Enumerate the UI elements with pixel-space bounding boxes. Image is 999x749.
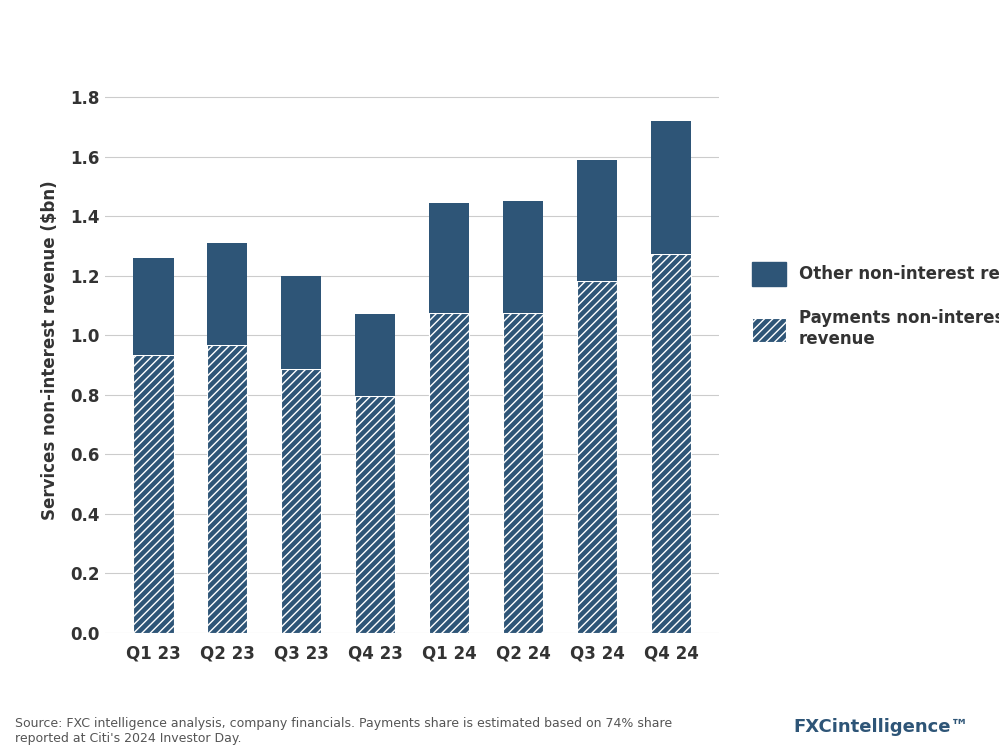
- Bar: [207, 345, 248, 633]
- Bar: [429, 203, 470, 313]
- Bar: [650, 121, 691, 254]
- Bar: [355, 315, 396, 396]
- Bar: [502, 313, 543, 633]
- Text: Citi Payments revenue, assuming 74% NIR share remains: Citi Payments revenue, assuming 74% NIR …: [18, 37, 959, 64]
- Bar: [133, 355, 174, 633]
- Bar: [429, 313, 470, 633]
- Bar: [133, 258, 174, 355]
- Bar: [650, 254, 691, 633]
- Bar: [207, 243, 248, 345]
- Text: Citi est. Payments and non-Payments share of non-interest Services revenue: Citi est. Payments and non-Payments shar…: [18, 96, 710, 114]
- Bar: [502, 201, 543, 313]
- Legend: Other non-interest revenue, Payments non-interest
revenue: Other non-interest revenue, Payments non…: [752, 262, 999, 348]
- Bar: [281, 369, 322, 633]
- Text: FXCintelligence™: FXCintelligence™: [793, 718, 969, 736]
- Bar: [576, 282, 617, 633]
- Bar: [576, 160, 617, 282]
- Y-axis label: Services non-interest revenue ($bn): Services non-interest revenue ($bn): [41, 181, 59, 520]
- Bar: [355, 396, 396, 633]
- Text: Source: FXC intelligence analysis, company financials. Payments share is estimat: Source: FXC intelligence analysis, compa…: [15, 718, 672, 745]
- Bar: [281, 276, 322, 369]
